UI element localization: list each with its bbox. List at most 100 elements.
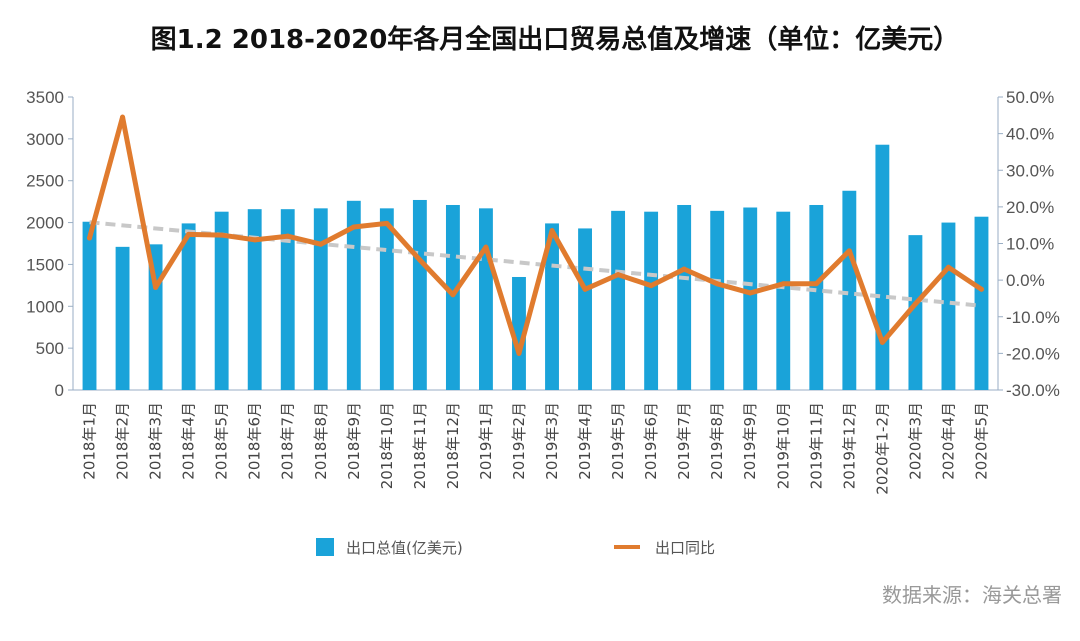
- bar: [512, 276, 526, 390]
- line-point: [945, 264, 951, 270]
- bar: [908, 235, 923, 390]
- x-tick-label: 2018年3月: [147, 402, 165, 480]
- x-tick-label: 2018年4月: [180, 402, 198, 480]
- x-axis-labels: 2018年1月 2018年2月 2018年3月 2018年4月 2018年5月 2018年…: [81, 402, 991, 495]
- x-tick-label: 2019年8月: [708, 402, 726, 480]
- line-point: [615, 272, 621, 278]
- bar: [412, 199, 427, 390]
- bar: [644, 211, 659, 390]
- x-tick-label: 2018年9月: [345, 402, 363, 480]
- left-tick-label: 1500: [26, 255, 64, 274]
- left-tick-label: 0: [55, 381, 64, 400]
- bar: [247, 209, 262, 390]
- legend-line-label: 出口同比: [655, 539, 715, 557]
- bar: [280, 209, 295, 390]
- axes: 0 500 1000 1500 2000 2500 3000 3500 -30.0% -20.0%…: [26, 88, 1060, 400]
- line-point: [780, 281, 786, 287]
- bar: [875, 144, 890, 390]
- bar: [776, 211, 791, 390]
- right-tick-label: 30.0%: [1006, 161, 1054, 180]
- x-tick-label: 2020年5月: [972, 402, 990, 480]
- x-tick-label: 2018年7月: [279, 402, 297, 480]
- left-tick-label: 2500: [26, 172, 64, 191]
- x-tick-label: 2020年4月: [939, 402, 957, 480]
- bar: [842, 190, 857, 390]
- bar: [743, 207, 758, 390]
- bar: [214, 211, 229, 390]
- bar: [445, 204, 460, 390]
- line-point: [417, 257, 423, 263]
- bar: [313, 208, 328, 390]
- line-point: [219, 232, 225, 238]
- x-tick-label: 2019年2月: [510, 402, 528, 480]
- x-tick-label: 2018年2月: [114, 402, 132, 480]
- line-point: [846, 248, 852, 254]
- bar: [941, 222, 956, 390]
- x-tick-label: 2018年1月: [81, 402, 99, 480]
- line-point: [87, 235, 93, 241]
- bar: [809, 204, 824, 390]
- bar: [379, 208, 394, 390]
- line-point: [582, 286, 588, 292]
- x-tick-label: 2018年6月: [246, 402, 264, 480]
- left-tick-label: 1000: [26, 297, 64, 316]
- line-point: [120, 114, 126, 120]
- yoy-line: [87, 114, 984, 356]
- right-tick-label: 10.0%: [1006, 235, 1054, 254]
- right-tick-label: -30.0%: [1006, 381, 1060, 400]
- x-tick-label: 2018年10月: [378, 402, 396, 489]
- left-tick-label: 3500: [26, 88, 64, 107]
- x-tick-label: 2019年9月: [741, 402, 759, 480]
- x-tick-label: 2020年3月: [906, 402, 924, 480]
- x-tick-label: 2019年3月: [543, 402, 561, 480]
- line-point: [450, 292, 456, 298]
- line-point: [516, 350, 522, 356]
- x-tick-label: 2020年1-2月: [873, 402, 891, 495]
- right-tick-label: -10.0%: [1006, 308, 1060, 327]
- line-point: [714, 281, 720, 287]
- chart-title: 图1.2 2018-2020年各月全国出口贸易总值及增速（单位：亿美元）: [151, 24, 960, 55]
- bar: [611, 210, 626, 390]
- left-tick-label: 3000: [26, 130, 64, 149]
- right-tick-label: 40.0%: [1006, 125, 1054, 144]
- line-point: [384, 220, 390, 226]
- bar: [974, 216, 989, 390]
- line-point: [681, 266, 687, 272]
- line-point: [351, 224, 357, 230]
- x-tick-label: 2019年1月: [477, 402, 495, 480]
- bar: [710, 210, 725, 390]
- legend: 出口总值(亿美元) 出口同比: [316, 538, 715, 557]
- x-tick-label: 2019年11月: [807, 402, 825, 489]
- x-tick-label: 2018年12月: [444, 402, 462, 489]
- bar-series: [82, 144, 989, 390]
- bar: [181, 223, 196, 390]
- line-point: [978, 286, 984, 292]
- line-point: [813, 281, 819, 287]
- line-point: [318, 241, 324, 247]
- x-tick-label: 2019年12月: [840, 402, 858, 489]
- x-tick-label: 2019年10月: [774, 402, 792, 489]
- legend-bar-label: 出口总值(亿美元): [346, 539, 463, 557]
- bar: [578, 228, 592, 390]
- line-point: [747, 290, 753, 296]
- line-point: [186, 231, 192, 237]
- x-tick-label: 2019年6月: [642, 402, 660, 480]
- right-tick-label: -20.0%: [1006, 344, 1060, 363]
- x-tick-label: 2019年7月: [675, 402, 693, 480]
- bar: [677, 204, 692, 390]
- line-point: [912, 301, 918, 307]
- bar: [479, 208, 493, 390]
- right-tick-label: 50.0%: [1006, 88, 1054, 107]
- line-point: [252, 237, 258, 243]
- source-note: 数据来源：海关总署: [882, 583, 1062, 607]
- line-point: [285, 233, 291, 239]
- x-tick-label: 2019年5月: [609, 402, 627, 480]
- line-series: [87, 114, 984, 356]
- right-tick-label: 20.0%: [1006, 198, 1054, 217]
- bar: [82, 221, 97, 390]
- x-tick-label: 2018年5月: [213, 402, 231, 480]
- line-point: [483, 244, 489, 250]
- line-point: [549, 228, 555, 234]
- x-tick-label: 2019年4月: [576, 402, 594, 480]
